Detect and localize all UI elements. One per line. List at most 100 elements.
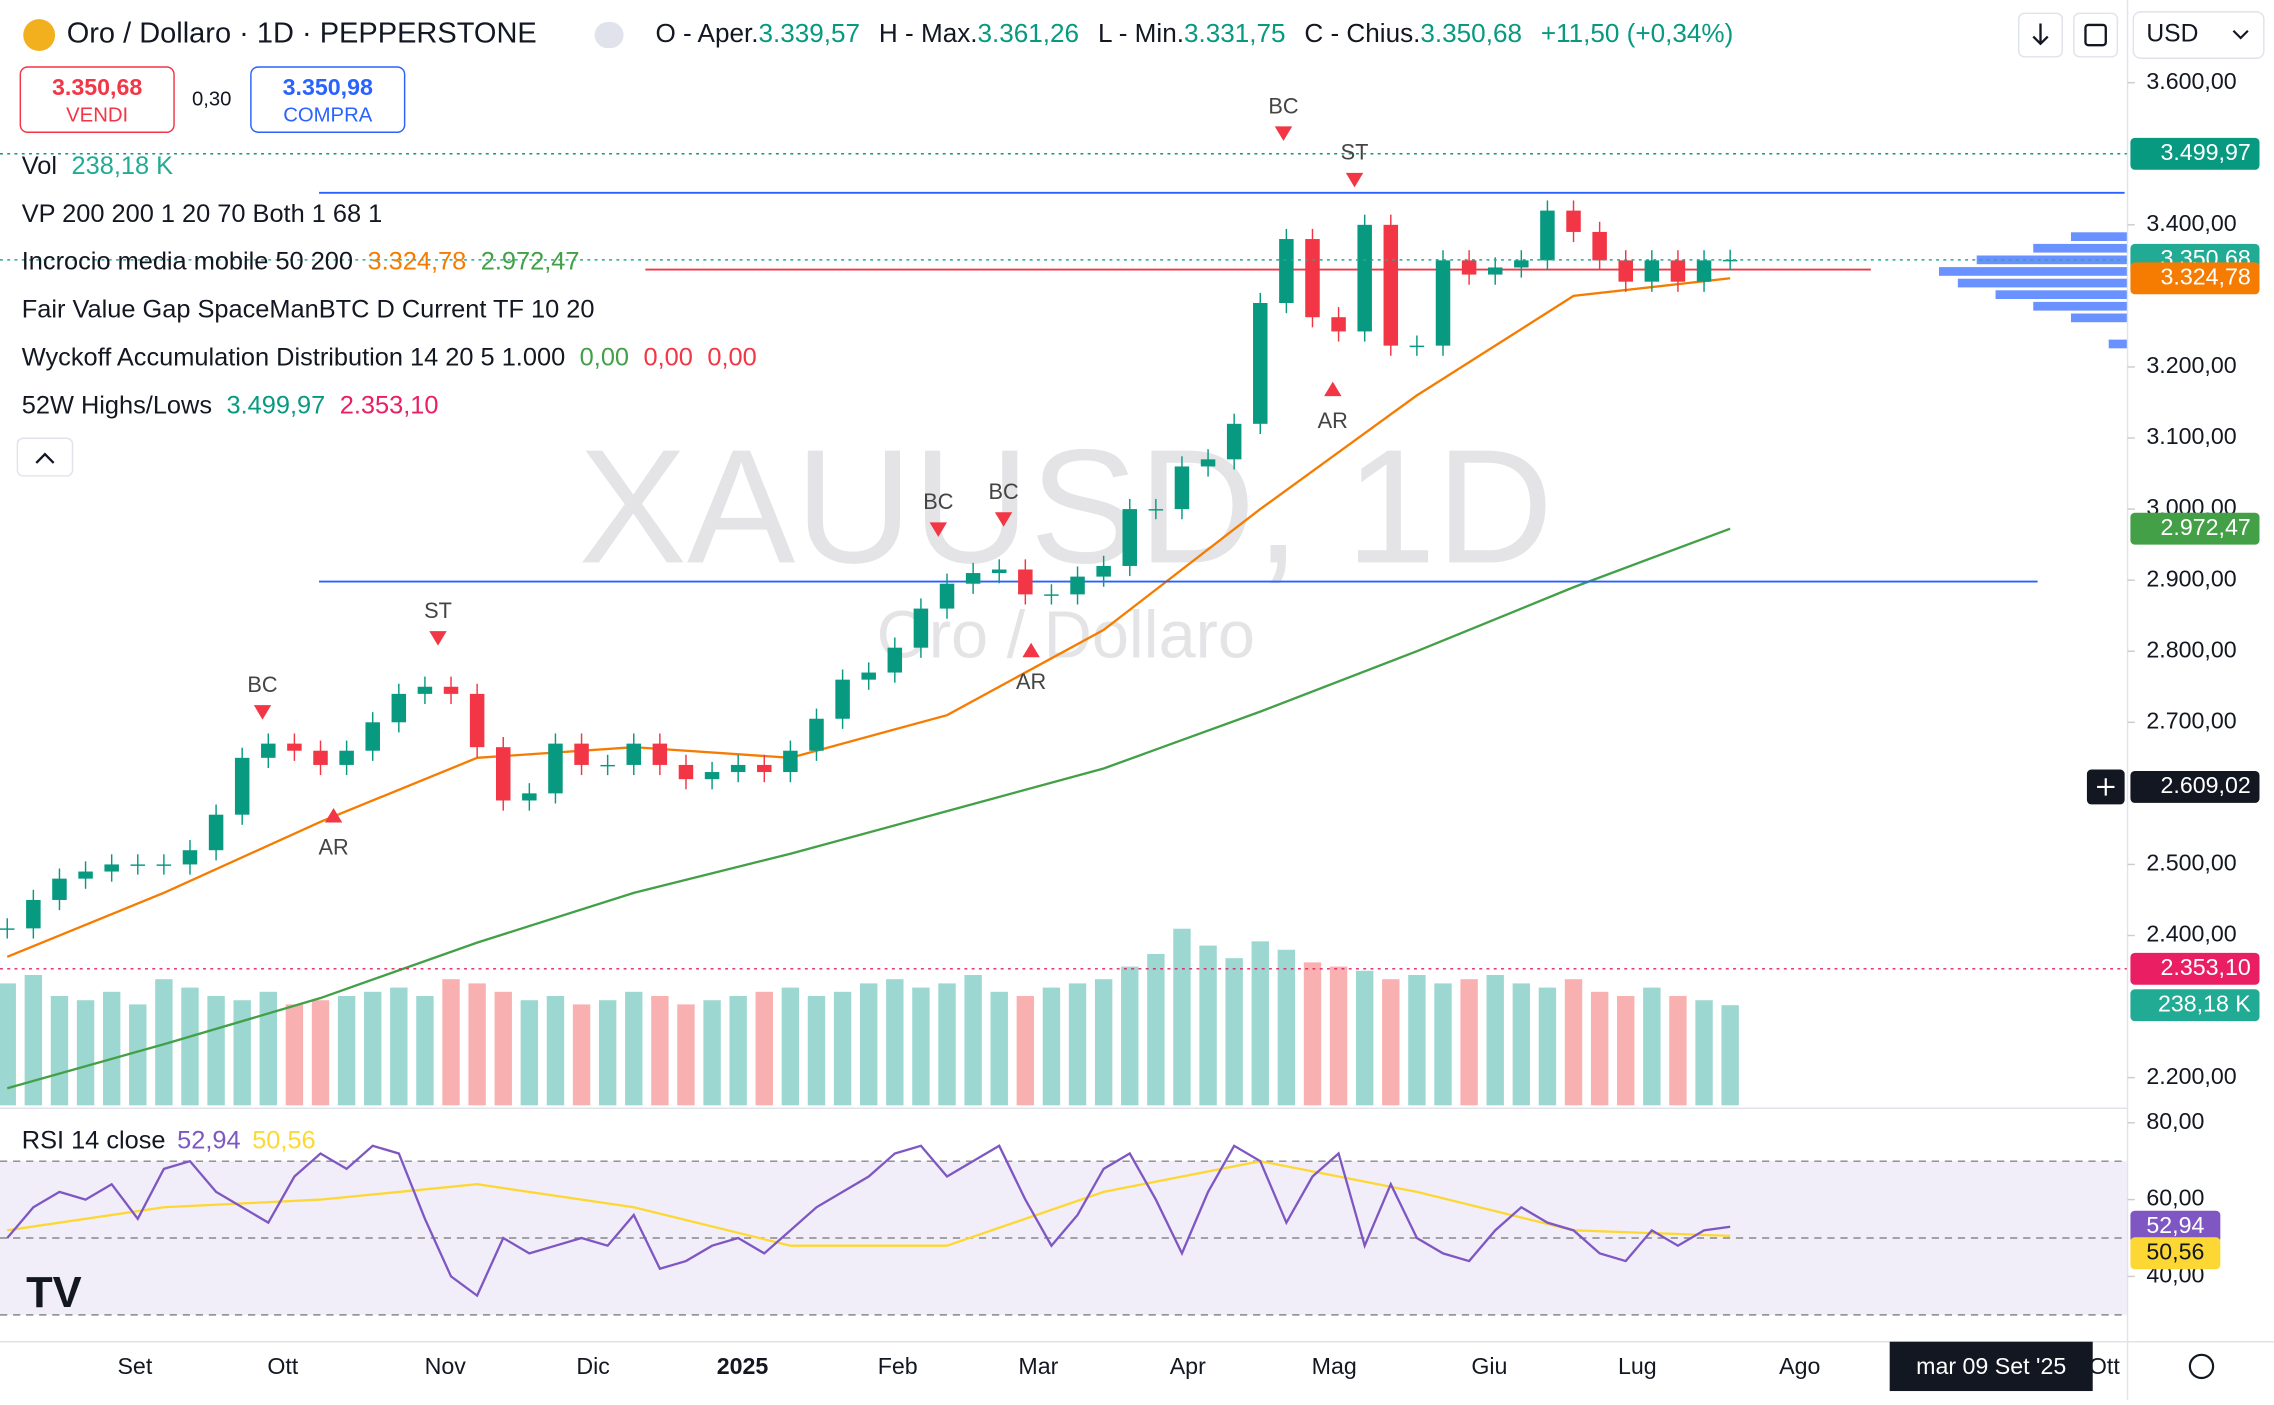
volume-bar <box>0 983 16 1106</box>
volume-bar <box>102 991 121 1106</box>
rsi-badge-label: 52,94 <box>2146 1212 2204 1238</box>
sell-button[interactable] <box>19 66 175 133</box>
rsi-signal-badge <box>2130 1237 2221 1270</box>
volume-bar <box>833 991 852 1106</box>
annotation-label: AR <box>1318 408 1348 433</box>
candle-body <box>0 928 15 930</box>
candle-body <box>548 743 563 794</box>
volume-bar <box>860 983 878 1106</box>
volume-bar <box>1121 966 1139 1106</box>
rsi-title: RSI 14 close <box>22 1126 166 1154</box>
volume-bar <box>572 1004 591 1106</box>
crosshair-date: mar 09 Set '25 <box>1916 1353 2066 1379</box>
candle-body <box>626 743 642 765</box>
annotation-label: ST <box>424 598 452 623</box>
annotation-label: BC <box>923 489 953 514</box>
rsi-value: 52,94 <box>177 1126 240 1154</box>
collapse-icon <box>35 452 55 464</box>
x-tick-label: Ott <box>267 1353 298 1379</box>
chevron <box>2232 29 2249 40</box>
x-tick-label: Nov <box>425 1353 467 1379</box>
candle-body <box>1253 302 1268 424</box>
volume-bar <box>494 991 512 1106</box>
volume-profile-bar <box>1938 267 2128 276</box>
indicator-name: VP 200 200 1 20 70 Both 1 68 1 <box>22 200 383 228</box>
annotation-marker <box>929 522 948 537</box>
volume-bar <box>1094 979 1113 1106</box>
annotation-marker <box>324 808 343 823</box>
candle-body <box>1122 509 1137 566</box>
volume-bar <box>1695 1000 1713 1106</box>
price-badge-label: 3.499,97 <box>2161 139 2251 165</box>
x-tick-label: Apr <box>1170 1353 1206 1379</box>
annotation-marker <box>1345 172 1364 188</box>
indicator-name: Wyckoff Accumulation Distribution 14 20 … <box>22 343 565 371</box>
volume-bar <box>442 979 460 1106</box>
volume-profile-bar <box>1995 290 2128 300</box>
indicator-value: 0,00 <box>580 343 629 371</box>
x-tick-label: Dic <box>576 1353 610 1379</box>
candle-body <box>156 864 172 866</box>
candle-body <box>287 743 302 751</box>
volume-profile-bar <box>1957 278 2128 288</box>
currency-select[interactable] <box>2132 11 2265 59</box>
indicator-value: 0,00 <box>644 343 693 371</box>
collapse-button[interactable] <box>16 437 74 477</box>
candle-body <box>208 814 224 851</box>
volume-bar <box>1538 987 1557 1106</box>
candle-body <box>78 871 93 879</box>
x-tick-label: Ott <box>2089 1353 2120 1379</box>
candle-body <box>1279 239 1294 303</box>
volume-bar <box>1721 1005 1739 1106</box>
x-tick-label: Mar <box>1018 1353 1058 1379</box>
candle-body <box>182 850 198 865</box>
fullscreen-button[interactable] <box>2073 12 2119 58</box>
y-tick-label: 3.100,00 <box>2146 423 2236 449</box>
volume-bar <box>259 991 277 1106</box>
indicator-row: 52W Highs/Lows 3.499,97 2.353,10 <box>22 391 439 419</box>
indicator-row: VP 200 200 1 20 70 Both 1 68 1 <box>22 200 383 228</box>
volume-bar <box>390 987 408 1106</box>
volume-bar <box>129 1004 147 1106</box>
price-badge <box>2130 512 2260 545</box>
y-tick-label: 3.600,00 <box>2146 68 2236 94</box>
volume-bar <box>1277 949 1296 1106</box>
volume-profile-bar <box>2070 313 2128 323</box>
x-tick-label: Set <box>117 1353 152 1379</box>
volume-bar <box>703 1000 721 1106</box>
hide-button[interactable] <box>594 22 624 49</box>
ohlc-value: 3.331,75 <box>1184 18 1286 48</box>
candle-body <box>991 569 1007 574</box>
volume-bar <box>155 979 173 1106</box>
candle-body <box>1305 239 1320 318</box>
rsi-signal-badge-label: 50,56 <box>2146 1238 2204 1264</box>
rsi-signal-line <box>7 1159 1731 1247</box>
y-tick-label: 3.200,00 <box>2146 352 2236 378</box>
settings-icon[interactable] <box>2188 1353 2215 1380</box>
change: +11,50 (+0,34%) <box>1541 18 1733 48</box>
symbol-logo[interactable] <box>23 19 56 52</box>
watermark: XAUUSD, 1D Oro / Dollaro <box>579 416 1554 672</box>
indicator-value: 3.324,78 <box>368 247 467 275</box>
annotation-label: AR <box>1016 669 1046 694</box>
watermark-subtitle: Oro / Dollaro <box>877 598 1255 672</box>
x-tick-label: Mag <box>1312 1353 1357 1379</box>
indicator-name: Vol <box>22 152 57 180</box>
buy-button[interactable] <box>250 66 406 133</box>
price-badge <box>2130 770 2260 803</box>
symbol-title[interactable]: Oro / Dollaro · 1D · PEPPERSTONE <box>67 18 537 50</box>
crosshair-date-box <box>1889 1341 2093 1392</box>
volume-bar <box>1382 979 1400 1106</box>
volume-bar <box>285 1004 304 1106</box>
spread: 0,30 <box>192 89 232 111</box>
candle-body <box>1592 231 1607 261</box>
volume-bar <box>1408 974 1426 1106</box>
volume-badge-label: 238,18 K <box>2158 990 2251 1016</box>
volume-bar <box>1199 945 1217 1106</box>
candle-body <box>600 764 615 767</box>
candle-body <box>339 750 354 765</box>
volume-bar <box>1042 987 1061 1106</box>
candle-body <box>261 743 276 758</box>
volume-bar <box>729 996 747 1106</box>
